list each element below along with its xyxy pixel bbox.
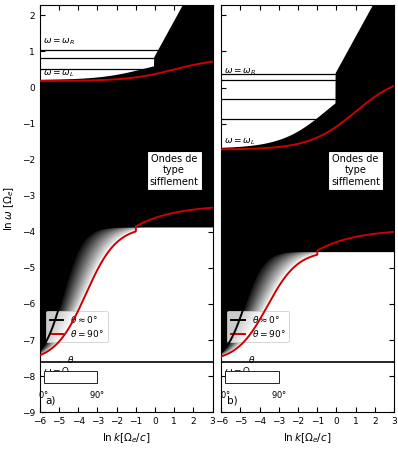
Text: $90°$: $90°$ xyxy=(271,389,287,400)
X-axis label: $\ln k[\Omega_e/c]$: $\ln k[\Omega_e/c]$ xyxy=(102,432,150,445)
Legend: $\theta \approx 0°$, $\theta = 90°$: $\theta \approx 0°$, $\theta = 90°$ xyxy=(46,311,108,342)
Legend: $\theta \approx 0°$, $\theta = 90°$: $\theta \approx 0°$, $\theta = 90°$ xyxy=(228,311,289,342)
Text: $\omega=\Omega_i$: $\omega=\Omega_i$ xyxy=(43,365,72,378)
Text: $\omega = \omega_p$: $\omega = \omega_p$ xyxy=(159,56,191,67)
Text: $0°$: $0°$ xyxy=(220,389,230,400)
Text: $\theta$: $\theta$ xyxy=(67,354,74,365)
Text: $90°$: $90°$ xyxy=(90,389,105,400)
Y-axis label: $\ln\omega$ $[\Omega_e]$: $\ln\omega$ $[\Omega_e]$ xyxy=(2,186,16,231)
Text: $\omega = \omega_R$: $\omega = \omega_R$ xyxy=(43,37,75,47)
Text: $0°$: $0°$ xyxy=(38,389,49,400)
Text: $\omega = \omega_L$: $\omega = \omega_L$ xyxy=(224,137,256,147)
Bar xyxy=(44,371,98,383)
X-axis label: $\ln k[\Omega_e/c]$: $\ln k[\Omega_e/c]$ xyxy=(283,432,332,445)
Text: $\omega = \omega_p$: $\omega = \omega_p$ xyxy=(340,106,372,117)
Text: $\omega = \omega_{LHF}$: $\omega = \omega_{LHF}$ xyxy=(346,236,386,247)
Text: $\omega = \omega_{LHF}$: $\omega = \omega_{LHF}$ xyxy=(165,212,205,223)
Text: $\omega = \omega_L$: $\omega = \omega_L$ xyxy=(43,68,74,79)
Text: b): b) xyxy=(227,395,238,405)
Text: $\omega=\Omega_e$: $\omega=\Omega_e$ xyxy=(346,84,377,97)
Text: $\omega=\Omega_e$: $\omega=\Omega_e$ xyxy=(165,75,196,87)
Text: Ondes de
type
sifflement: Ondes de type sifflement xyxy=(331,154,380,187)
Text: Ondes de
type
sifflement: Ondes de type sifflement xyxy=(150,154,199,187)
Text: $\omega=\Omega_i$: $\omega=\Omega_i$ xyxy=(224,365,254,378)
Text: a): a) xyxy=(45,395,56,405)
Text: $\omega = \omega_R$: $\omega = \omega_R$ xyxy=(224,67,256,77)
Text: $\theta$: $\theta$ xyxy=(248,354,256,365)
Text: $\omega = \omega_{UHF}$: $\omega = \omega_{UHF}$ xyxy=(159,45,200,56)
Bar xyxy=(225,371,279,383)
Text: $\omega = \omega_{UHF}$: $\omega = \omega_{UHF}$ xyxy=(340,61,381,72)
